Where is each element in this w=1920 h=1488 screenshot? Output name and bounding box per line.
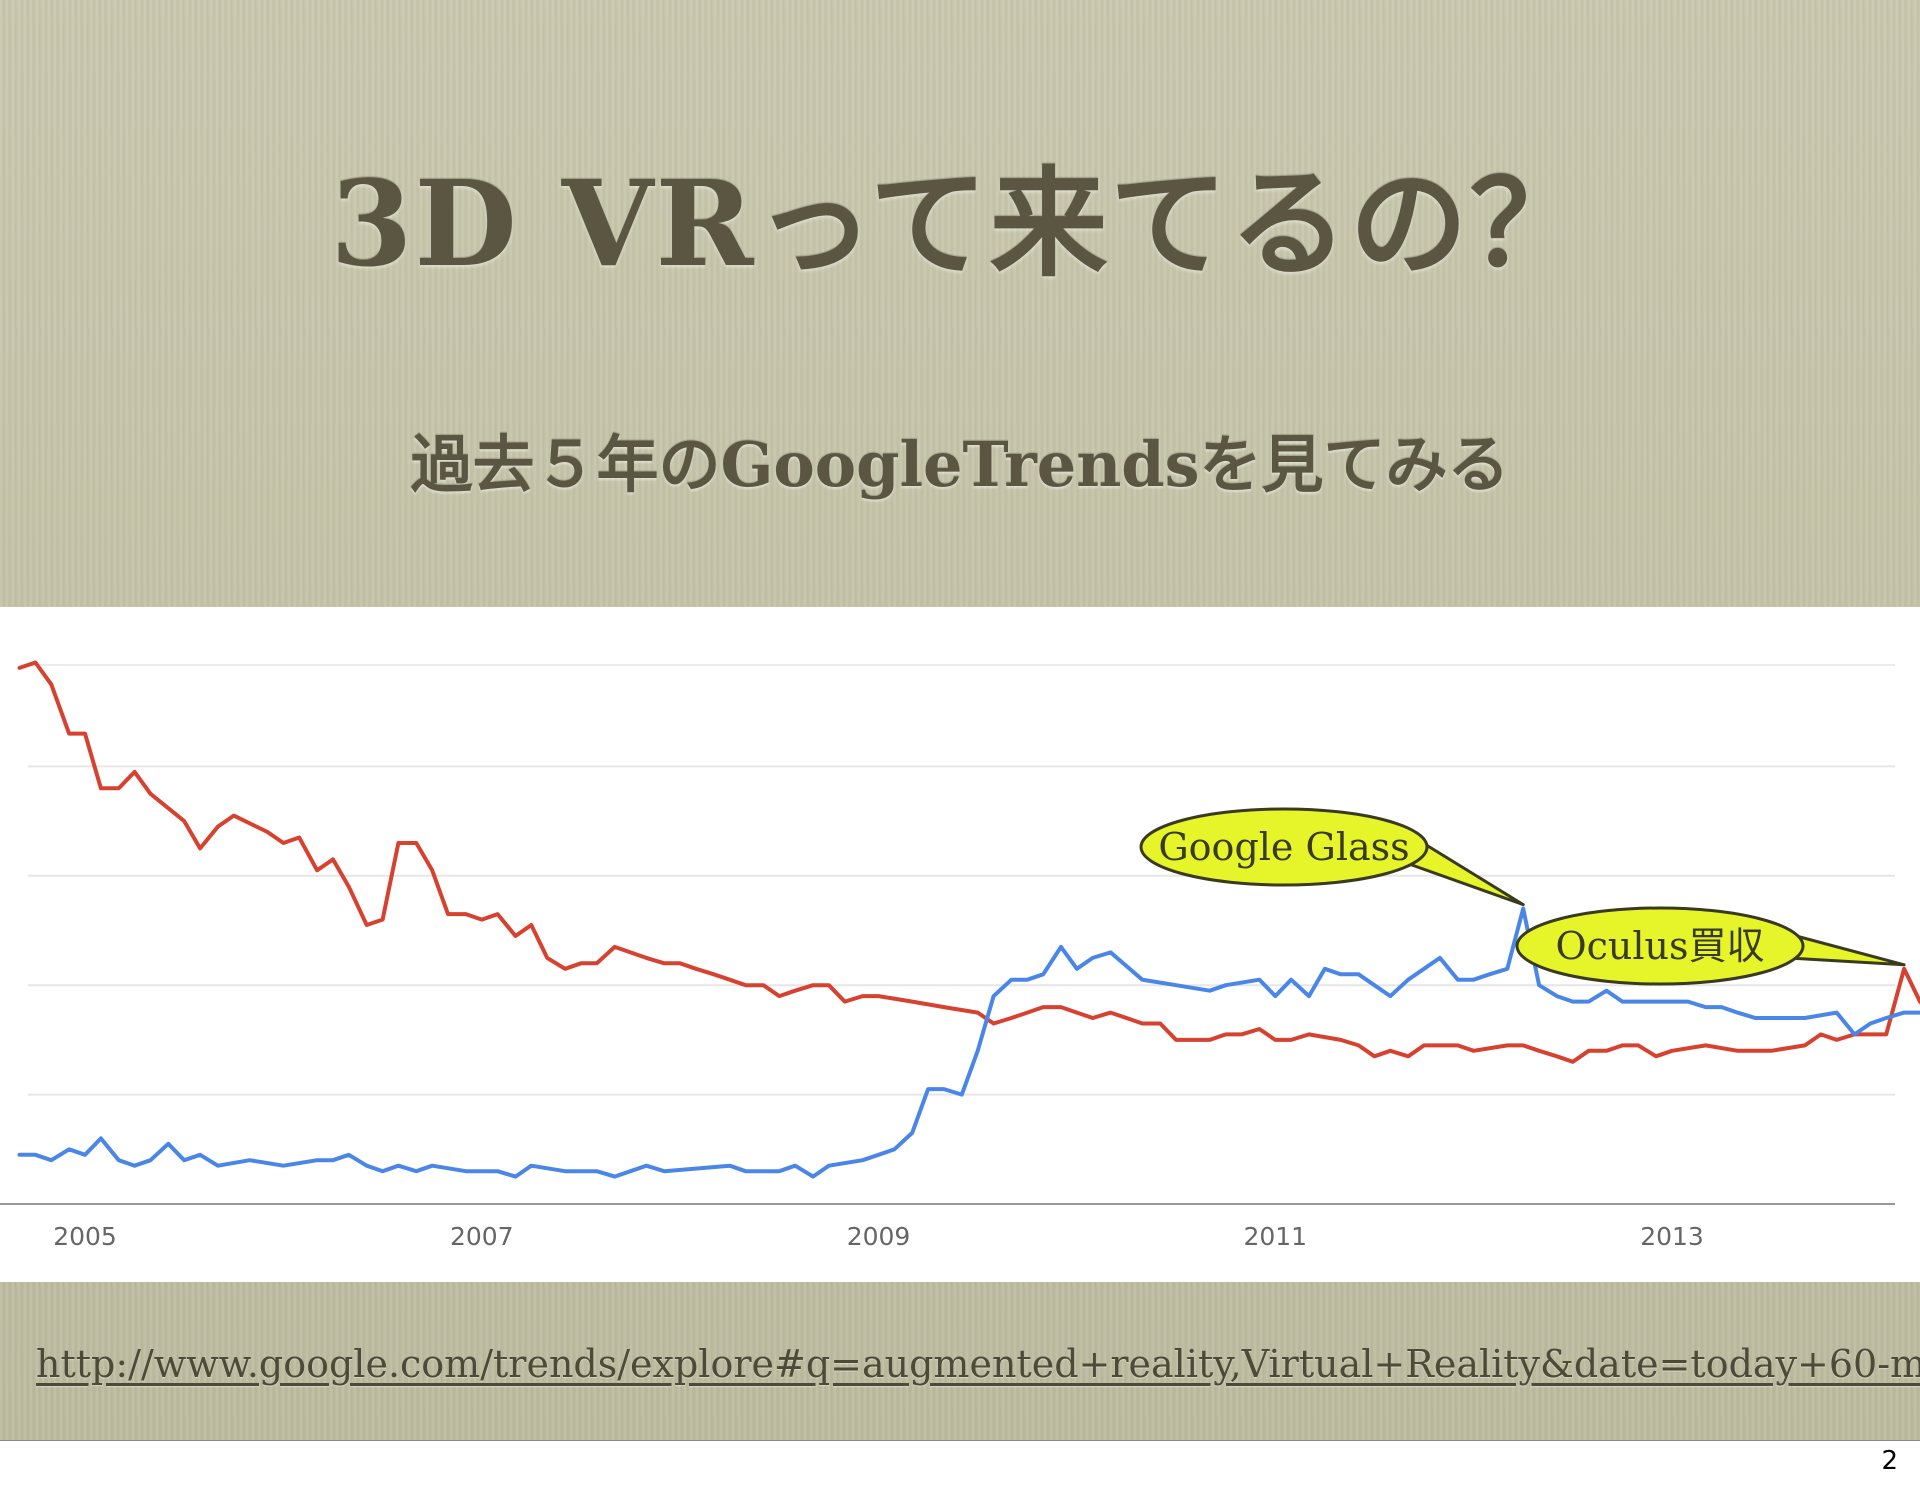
series-line-2: [17, 906, 1920, 1179]
series-line-1: [17, 660, 1920, 1064]
x-tick-label: 2013: [1640, 1222, 1704, 1251]
chart-x-axis: 2005 2007 2009 2011 2013: [0, 1203, 1895, 1251]
trends-chart: 2005 2007 2009 2011 2013 Google Glass Oculus買…: [0, 607, 1920, 1282]
slide-background: 3D VRって来てるの？ 過去５年のGoogleTrendsを見てみる 2005…: [0, 0, 1920, 1441]
slide-subtitle: 過去５年のGoogleTrendsを見てみる: [410, 428, 1510, 501]
annotation-callout: Oculus買収: [1515, 906, 1906, 986]
callout-join: [1388, 834, 1409, 860]
slide-title: 3D VRって来てるの？: [330, 154, 1590, 293]
callout-bubble: [1515, 906, 1805, 986]
callout-join: [1765, 932, 1784, 958]
trends-chart-svg: 2005 2007 2009 2011 2013 Google Glass Oculus買…: [0, 660, 1920, 1251]
callout-label: Oculus買収: [1555, 924, 1764, 968]
page-number: 2: [1881, 1446, 1898, 1476]
chart-grid: [28, 664, 1895, 1096]
annotation-callout: Google Glass: [1139, 807, 1525, 907]
callout-bubble: [1139, 807, 1429, 887]
x-tick-label: 2009: [847, 1222, 911, 1251]
chart-series-layer: [17, 660, 1920, 1179]
chart-annotations: Google Glass Oculus買収: [1139, 807, 1906, 986]
x-tick-label: 2011: [1243, 1222, 1307, 1251]
x-tick-label: 2005: [53, 1222, 117, 1251]
callout-label: Google Glass: [1158, 825, 1409, 869]
source-url-link[interactable]: http://www.google.com/trends/explore#q=a…: [36, 1342, 1920, 1386]
x-tick-label: 2007: [450, 1222, 514, 1251]
